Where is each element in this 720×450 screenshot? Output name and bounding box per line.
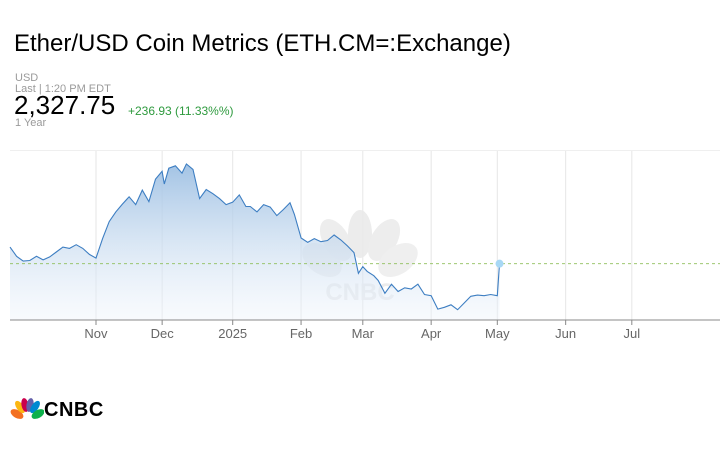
x-tick-label: May	[485, 326, 510, 341]
x-tick-label: Feb	[290, 326, 312, 341]
page-title: Ether/USD Coin Metrics (ETH.CM=:Exchange…	[14, 30, 511, 57]
x-tick-label: Jun	[555, 326, 576, 341]
cnbc-peacock-icon	[10, 398, 44, 419]
x-axis-ticks: Nov Dec 2025 Feb Mar Apr May Jun Jul	[84, 320, 640, 341]
cnbc-logo-text: CNBC	[44, 399, 104, 421]
x-tick-label: Nov	[84, 326, 108, 341]
x-tick-label: Mar	[352, 326, 375, 341]
currency-label: USD	[15, 72, 39, 84]
x-tick-label: 2025	[218, 326, 247, 341]
time-range-label: 1 Year	[15, 117, 47, 129]
last-price-marker	[495, 259, 504, 268]
x-tick-label: Apr	[421, 326, 442, 341]
x-tick-label: Jul	[623, 326, 640, 341]
price-area	[10, 164, 500, 320]
price-line	[9, 163, 501, 311]
x-tick-label: Dec	[151, 326, 175, 341]
last-updated: Last | 1:20 PM EDT	[15, 83, 111, 95]
price-change: +236.93 (11.33%%)	[128, 104, 234, 118]
last-price: 2,327.75	[14, 90, 116, 120]
